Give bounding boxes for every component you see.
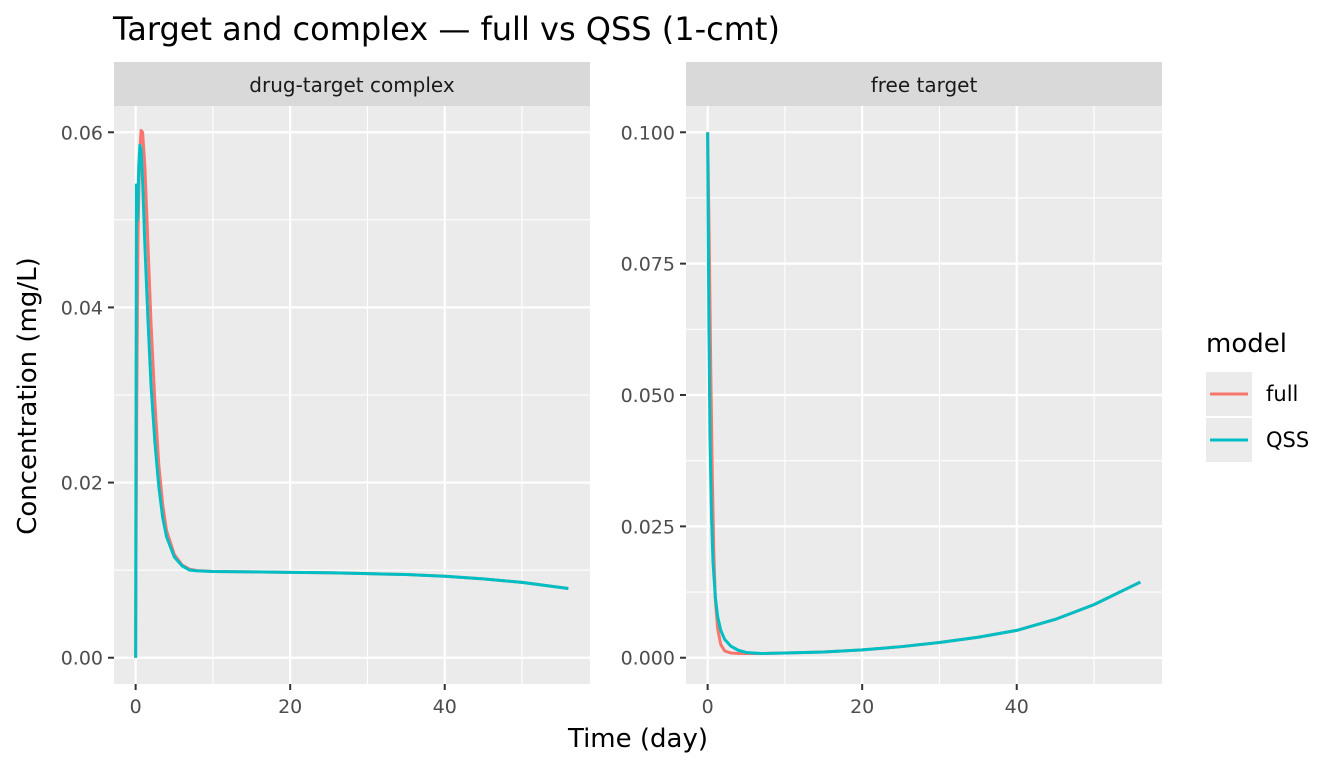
series-line-qss [134,143,569,658]
y-tick-label: 0.025 [621,516,675,538]
x-tick-label: 0 [130,696,142,718]
legend-item-qss: QSS [1206,418,1309,462]
y-tick-label: 0.02 [61,473,103,495]
legend: model full QSS [1206,329,1309,462]
plot-area-free-target: 0 20 40 0.000 0.025 0.050 0.075 0.100 [621,106,1162,718]
y-tick-label: 0.100 [621,122,675,144]
panel-strip-label: free target [871,73,978,97]
y-tick-label: 0.04 [61,297,103,319]
legend-label: QSS [1266,428,1309,452]
plot-area-drug-target-complex: 0 20 40 0.00 0.02 0.04 0.06 [61,106,590,718]
x-tick-label: 0 [702,696,714,718]
panel-free-target: free target 0 20 40 0.000 0.025 0.050 0.075 0.1… [621,62,1162,718]
series-line-qss [706,132,1142,656]
y-tick-label: 0.06 [61,122,103,144]
x-tick-label: 40 [1005,696,1029,718]
y-tick-label: 0.000 [621,648,675,670]
panel-strip-label: drug-target complex [249,73,455,97]
x-tick-label: 20 [850,696,874,718]
x-axis-title: Time (day) [567,724,708,754]
y-tick-label: 0.050 [621,385,675,407]
panel-strip-background [686,62,1162,106]
y-tick-label: 0.075 [621,254,675,276]
x-tick-label: 40 [433,696,457,718]
x-tick-label: 20 [278,696,302,718]
legend-label: full [1266,382,1298,406]
y-tick-label: 0.00 [61,648,103,670]
panel-drug-target-complex: drug-target complex 0 20 40 0.00 0.02 0.04 0.0… [61,62,590,718]
legend-title: model [1206,329,1287,359]
legend-item-full: full [1206,372,1298,416]
panel-strip-background [114,62,590,106]
y-axis-title: Concentration (mg/L) [13,257,43,535]
chart-title: Target and complex — full vs QSS (1-cmt) [112,10,780,48]
